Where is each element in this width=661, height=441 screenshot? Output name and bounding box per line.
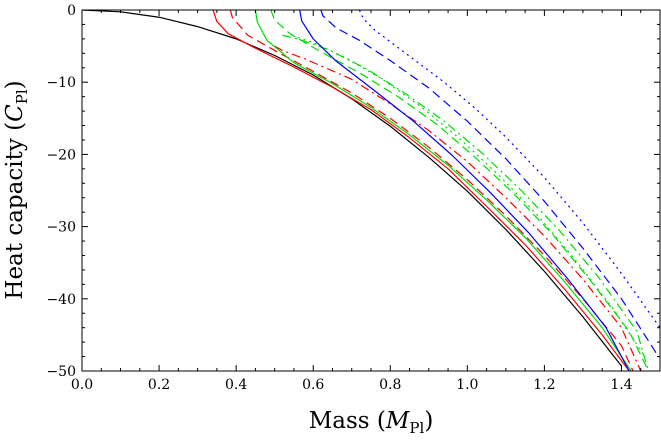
x-tick-label: 1.2: [533, 377, 555, 393]
series-line-7: [297, 36, 646, 357]
series-line-3: [274, 45, 642, 371]
x-tick-label: 0.4: [225, 377, 247, 393]
series-line-10: [358, 10, 660, 329]
plot-frame: [81, 9, 661, 372]
x-tick-label: 0.8: [379, 377, 401, 393]
y-tick-label: 0: [67, 3, 76, 19]
x-tick-label: 0.6: [302, 377, 324, 393]
tick-layer: 0.0 0.2 0.4 0.6 0.8 1.0 1.2 1.4 0 −10 −20 −30 −40 −50: [46, 3, 661, 393]
y-axis-title: Heat capacity (CPl): [2, 80, 31, 299]
y-tick-label: −10: [46, 75, 76, 91]
series-line-9: [320, 10, 657, 354]
series-line-0: [82, 10, 622, 367]
y-tick-label: −30: [46, 220, 76, 236]
x-tick-label: 1.0: [456, 377, 478, 393]
y-tick-label: −20: [46, 147, 76, 163]
x-tick-label: 1.4: [610, 377, 632, 393]
series-line-4: [254, 10, 632, 371]
series-layer: [82, 10, 660, 371]
series-line-6: [282, 34, 650, 371]
series-line-1: [212, 10, 630, 371]
series-line-2: [229, 10, 634, 371]
series-line-8: [299, 10, 630, 371]
x-tick-label: 0.0: [71, 377, 93, 393]
x-axis-title: Mass (MPl): [309, 408, 434, 436]
series-line-5: [270, 10, 649, 371]
y-tick-label: −40: [46, 292, 76, 308]
y-tick-label: −50: [46, 364, 76, 380]
x-tick-label: 0.2: [148, 377, 170, 393]
